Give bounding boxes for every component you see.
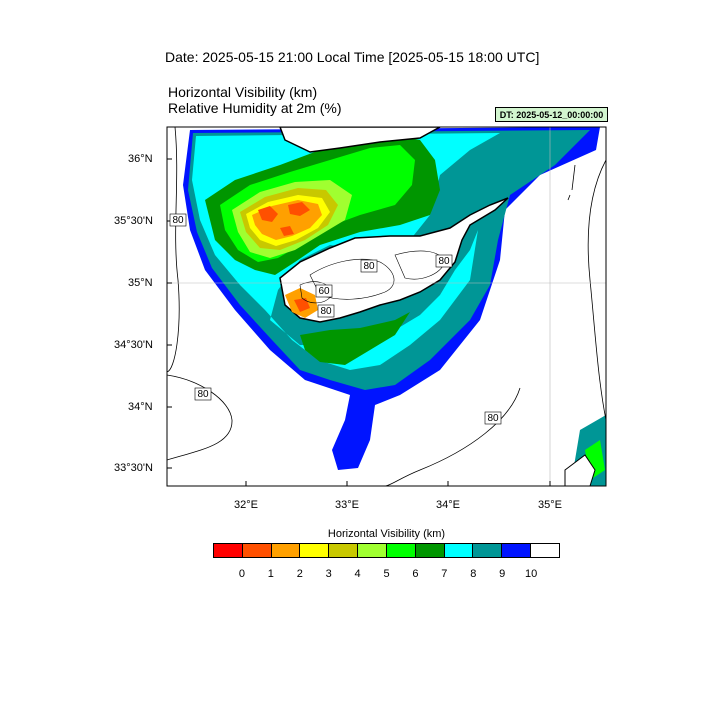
colorbar-swatch (444, 544, 474, 557)
colorbar-tick-label: 6 (412, 568, 419, 580)
colorbar-tick-label: 10 (524, 568, 538, 580)
map-frame (166, 126, 607, 487)
contour-label: 80 (197, 389, 209, 400)
dt-badge: DT: 2025-05-12_00:00:00 (495, 107, 608, 122)
colorbar-tick-label: 0 (238, 568, 245, 580)
contour-label: 80 (487, 413, 499, 424)
variable-title-visibility: Horizontal Visibility (km) (168, 84, 318, 100)
contour-label: 80 (363, 261, 375, 272)
colorbar-swatch (214, 544, 243, 557)
visibility-band-0 (258, 202, 310, 236)
rh-contour-80-se (384, 387, 521, 486)
colorbar-tick-label: 1 (267, 568, 274, 580)
colorbar-tick-label: 4 (354, 568, 361, 580)
lon-label-32e: 32°E (234, 499, 258, 511)
lat-label-35-30n: 35°30'N (114, 215, 153, 227)
lon-label-34e: 34°E (436, 499, 460, 511)
contour-labels: 80 80 80 80 80 60 80 (169, 213, 502, 425)
colorbar-tick-label: 8 (470, 568, 477, 580)
colorbar-swatch (358, 544, 387, 557)
lat-label-36n: 36°N (128, 153, 153, 165)
lat-label-33-30n: 33°30'N (114, 462, 153, 474)
lat-ticks (167, 158, 172, 469)
colorbar-tick-label: 5 (383, 568, 390, 580)
sw-coastal-patch-inner (294, 298, 310, 312)
colorbar-swatch (531, 544, 559, 557)
variable-title-humidity: Relative Humidity at 2m (%) (168, 100, 342, 116)
colorbar-swatch (329, 544, 359, 557)
visibility-field (167, 127, 606, 486)
colorbar-swatch (300, 544, 330, 557)
contour-label: 80 (320, 306, 332, 317)
cyprus-island (279, 197, 509, 323)
north-coast-strip (279, 127, 441, 153)
lat-label-34n: 34°N (128, 401, 153, 413)
rh-contour-island-1 (309, 259, 395, 300)
rh-contour-east (587, 159, 606, 421)
colorbar-swatch (502, 544, 532, 557)
colorbar (213, 543, 560, 558)
rh-contour-80-west (167, 127, 180, 373)
colorbar-swatch (242, 544, 272, 557)
contour-label: 80 (172, 215, 184, 226)
lat-label-35n: 35°N (128, 277, 153, 289)
colorbar-swatch (271, 544, 301, 557)
visibility-band-6-south (300, 312, 410, 365)
rh-contour-80-sw (167, 374, 233, 461)
colorbar-tick-label: 3 (325, 568, 332, 580)
lon-label-35e: 35°E (538, 499, 562, 511)
date-title: Date: 2025-05-15 21:00 Local Time [2025-… (165, 49, 540, 65)
colorbar-tick-label: 2 (296, 568, 303, 580)
colorbar-title: Horizontal Visibility (km) (327, 528, 446, 540)
lat-label-34-30n: 34°30'N (114, 339, 153, 351)
colorbar-tick-label: 9 (499, 568, 506, 580)
colorbar-swatch (473, 544, 503, 557)
colorbar-tick-label: 7 (441, 568, 448, 580)
contour-label: 80 (438, 256, 450, 267)
lon-ticks (245, 481, 551, 486)
small-islet-east (567, 164, 576, 201)
colorbar-swatch (415, 544, 445, 557)
contour-label: 60 (318, 286, 330, 297)
lon-label-33e: 33°E (335, 499, 359, 511)
se-land-white (564, 454, 596, 486)
colorbar-swatch (386, 544, 416, 557)
